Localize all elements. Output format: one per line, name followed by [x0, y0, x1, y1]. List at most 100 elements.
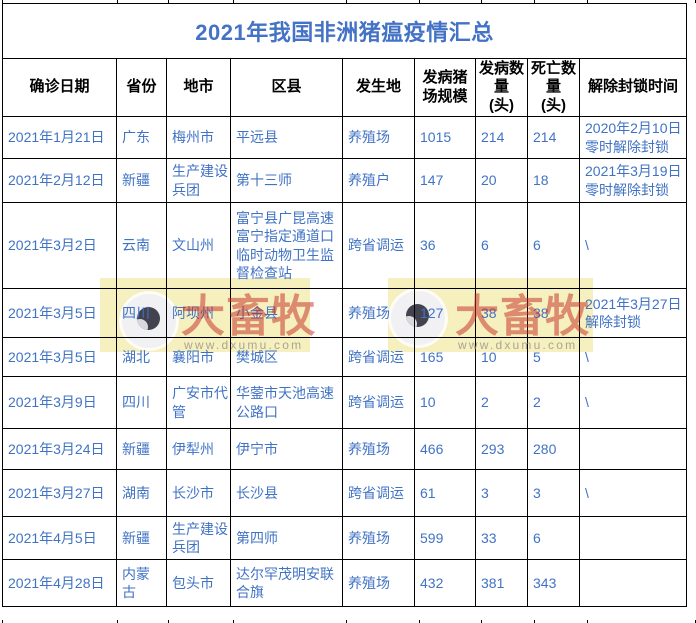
- grid-tick: [233, 0, 234, 3]
- cell: 养殖场: [342, 428, 415, 470]
- cell: 跨省调运: [342, 376, 415, 429]
- cell: 214: [527, 116, 580, 159]
- cell: \: [579, 202, 687, 289]
- cell: 生产建设 兵团: [166, 158, 231, 203]
- cell: 18: [527, 158, 580, 203]
- cell: 2021年3月19日 零时解除封锁: [579, 158, 687, 203]
- table-row: 2021年3月24日 新疆 伊犁州 伊宁市 养殖场 466 293 280: [2, 428, 687, 470]
- cell: 富宁县广昆高速 富宁指定通道口 临时动物卫生监 督检查站: [230, 202, 343, 289]
- column-header: 发病数 量 (头): [475, 58, 528, 117]
- grid-tick: [2, 620, 3, 623]
- cell: 2021年4月28日: [2, 559, 117, 607]
- cell: 466: [414, 428, 476, 470]
- cell: 214: [475, 116, 528, 159]
- cell: 养殖场: [342, 559, 415, 607]
- cell: 长沙县: [230, 469, 343, 517]
- cell: 第十三师: [230, 158, 343, 203]
- column-header: 区县: [230, 58, 343, 117]
- cell: 3: [475, 469, 528, 517]
- table-container: 2021年我国非洲猪瘟疫情汇总 确诊日期 省份 地市 区县 发生地 发病猪 场规模 发病数 量…: [2, 3, 687, 607]
- cell: 内蒙 古: [116, 559, 167, 607]
- cell: \: [579, 376, 687, 429]
- cell: 36: [414, 202, 476, 289]
- cell: 四川: [116, 376, 167, 429]
- cell: 伊犁州: [166, 428, 231, 470]
- table-row: 2021年2月12日 新疆 生产建设 兵团 第十三师 养殖户 147 20 18 2021年3月…: [2, 158, 687, 203]
- cell: 10: [475, 337, 528, 377]
- cell: 2021年3月27日 解除封锁: [579, 288, 687, 338]
- grid-tick: [534, 620, 535, 623]
- cell: 3: [527, 469, 580, 517]
- header-row: 确诊日期 省份 地市 区县 发生地 发病猪 场规模 发病数 量 (头) 死亡数 量 (头) 解除…: [2, 58, 687, 117]
- cell: 280: [527, 428, 580, 470]
- cell: 381: [475, 559, 528, 607]
- table-row: 2021年3月5日 四川 阿坝州 小金县 养殖场 127 38 38 2021年3月27日 解除…: [2, 288, 687, 338]
- cell: [579, 559, 687, 607]
- asf-epidemic-table: 2021年我国非洲猪瘟疫情汇总 确诊日期 省份 地市 区县 发生地 发病猪 场规模 发病数 量…: [2, 3, 687, 607]
- table-row: 2021年4月28日 内蒙 古包头市 达尔罕茂明安联 合旗 养殖场 432 381 343: [2, 559, 687, 607]
- column-header: 地市: [166, 58, 231, 117]
- cell: 小金县: [230, 288, 343, 338]
- cell: 2021年3月2日: [2, 202, 117, 289]
- cell: 599: [414, 516, 476, 560]
- cell: 华蓥市天池高速 公路口: [230, 376, 343, 429]
- cell: 2021年3月5日: [2, 337, 117, 377]
- grid-tick: [587, 620, 588, 623]
- cell: 2021年3月9日: [2, 376, 117, 429]
- grid-tick: [117, 620, 118, 623]
- grid-tick: [534, 0, 535, 3]
- cell: 343: [527, 559, 580, 607]
- cell: 云南: [116, 202, 167, 289]
- grid-tick: [2, 0, 3, 3]
- cell: 2021年2月12日: [2, 158, 117, 203]
- cell: 新疆: [116, 158, 167, 203]
- grid-tick: [168, 620, 169, 623]
- cell: 生产建设 兵团: [166, 516, 231, 560]
- table-row: 2021年4月5日 新疆 生产建设 兵团 第四师 养殖场 599 33 6: [2, 516, 687, 560]
- cell: 养殖场: [342, 116, 415, 159]
- cell: 2021年4月5日: [2, 516, 117, 560]
- table-row: 2021年3月9日 四川 广安市代 管华蓥市天池高速 公路口 跨省调运 10 2 2 \: [2, 376, 687, 429]
- cell: 跨省调运: [342, 337, 415, 377]
- cell: 包头市: [166, 559, 231, 607]
- cell: 38: [475, 288, 528, 338]
- cell: \: [579, 469, 687, 517]
- cell: 6: [527, 516, 580, 560]
- grid-tick: [117, 0, 118, 3]
- cell: 平远县: [230, 116, 343, 159]
- column-header: 发生地: [342, 58, 415, 117]
- cell: 跨省调运: [342, 469, 415, 517]
- cell: 147: [414, 158, 476, 203]
- column-header: 省份: [116, 58, 167, 117]
- grid-tick: [346, 620, 347, 623]
- grid-tick: [481, 0, 482, 3]
- cell: 达尔罕茂明安联 合旗: [230, 559, 343, 607]
- cell: 养殖户: [342, 158, 415, 203]
- cell: [579, 428, 687, 470]
- grid-tick: [346, 0, 347, 3]
- grid-tick: [168, 0, 169, 3]
- cell: 127: [414, 288, 476, 338]
- cell: 61: [414, 469, 476, 517]
- grid-tick: [419, 620, 420, 623]
- cell: [579, 516, 687, 560]
- grid-tick: [587, 0, 588, 3]
- cell: 2020年2月10日 零时解除封锁: [579, 116, 687, 159]
- cell: 2021年3月24日: [2, 428, 117, 470]
- cell: 2021年1月21日: [2, 116, 117, 159]
- cell: 文山州: [166, 202, 231, 289]
- cell: 165: [414, 337, 476, 377]
- cell: 38: [527, 288, 580, 338]
- cell: 1015: [414, 116, 476, 159]
- cell: 广安市代 管: [166, 376, 231, 429]
- table-row: 2021年3月5日 湖北 襄阳市 樊城区 跨省调运 165 10 5 \: [2, 337, 687, 377]
- column-header: 死亡数 量 (头): [527, 58, 580, 117]
- table-row: 2021年1月21日 广东 梅州市 平远县 养殖场 1015 214 214 2020年2月10…: [2, 116, 687, 159]
- cell: 湖南: [116, 469, 167, 517]
- grid-tick: [233, 620, 234, 623]
- column-header: 发病猪 场规模: [414, 58, 476, 117]
- cell: 养殖场: [342, 516, 415, 560]
- cell: 6: [527, 202, 580, 289]
- cell: 长沙市: [166, 469, 231, 517]
